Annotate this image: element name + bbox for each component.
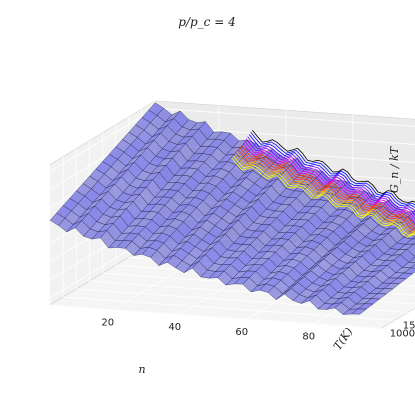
chart-title: p/p_c = 4 [178,15,235,29]
x-tick-label: 80 [302,332,315,343]
y-axis-label: T(K) [331,325,355,352]
x-tick-label: 40 [168,322,181,333]
y-tick-label: 1500 [403,320,415,331]
x-axis-label: n [138,363,145,376]
x-tick-label: 60 [235,327,248,338]
z-axis-label: G_n / kT [388,145,401,193]
x-tick-label: 20 [101,318,114,329]
